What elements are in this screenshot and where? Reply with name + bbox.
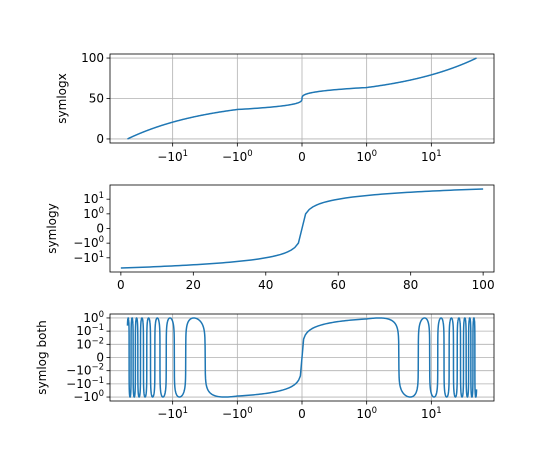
- subplot-symlogx: −101 −100 0 100 101 0 50 100 symlogx: [55, 51, 495, 164]
- series-line: [120, 188, 484, 269]
- y-tick-label: 100: [83, 310, 104, 325]
- x-tick-label: 0: [298, 407, 306, 421]
- x-tick-label: −101: [157, 149, 188, 164]
- series-line: [126, 317, 478, 398]
- y-tick-label: 0: [96, 222, 104, 236]
- y-tick-label: 50: [89, 92, 104, 106]
- y-axis-label: symlogx: [55, 73, 69, 123]
- x-tick-label: 60: [331, 278, 346, 292]
- y-tick-label: −101: [73, 250, 104, 265]
- x-tick-label: 0: [117, 278, 125, 292]
- subplot-symlog-both: −101 −100 0 100 10110010−110−20−10−2−10−1−10…: [35, 310, 495, 421]
- x-tick-label: −100: [222, 406, 253, 421]
- x-tick-label: 101: [421, 406, 442, 421]
- y-tick-label: 10−1: [76, 323, 104, 338]
- x-tick-label: 40: [258, 278, 273, 292]
- x-tick-label: 100: [356, 149, 377, 164]
- series-line: [127, 57, 477, 140]
- y-tick-label: 10−2: [76, 336, 104, 351]
- x-tick-label: 100: [472, 278, 495, 292]
- x-tick-label: 20: [186, 278, 201, 292]
- y-tick-label: 100: [83, 206, 104, 221]
- y-axis-label: symlogy: [45, 203, 59, 253]
- y-tick-label: 101: [83, 191, 104, 206]
- x-tick-label: 0: [298, 150, 306, 164]
- x-tick-label: 100: [356, 406, 377, 421]
- y-tick-label: 0: [96, 132, 104, 146]
- x-tick-label: 80: [403, 278, 418, 292]
- y-tick-label: −100: [73, 235, 104, 250]
- x-tick-label: 101: [421, 149, 442, 164]
- x-tick-label: −101: [157, 406, 188, 421]
- y-tick-label: −10−1: [66, 376, 104, 391]
- y-tick-label: 100: [81, 51, 104, 65]
- x-tick-label: −100: [222, 149, 253, 164]
- y-tick-label: 0: [96, 351, 104, 365]
- y-tick-label: −100: [73, 389, 104, 404]
- y-tick-label: −10−2: [66, 363, 104, 378]
- y-axis-label: symlog both: [35, 320, 49, 394]
